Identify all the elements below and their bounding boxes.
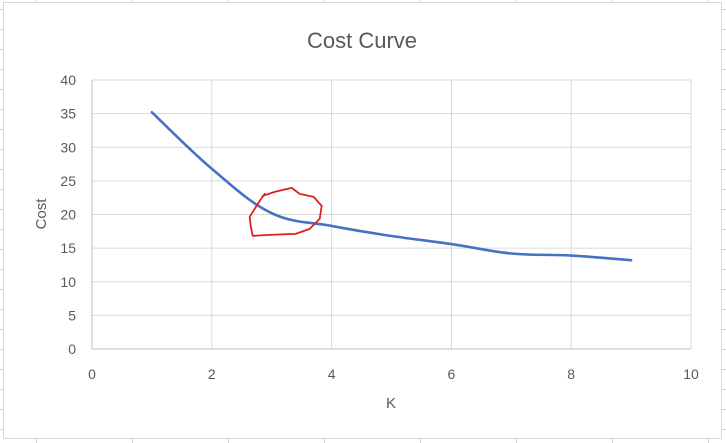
series-line (150, 110, 633, 262)
x-tick-label: 0 (88, 366, 96, 382)
x-tick-label: 10 (683, 366, 699, 382)
chart-area[interactable] (3, 2, 722, 439)
series-layer (150, 110, 633, 262)
annotation-circle (248, 186, 323, 237)
axes (91, 80, 691, 350)
chart-title: Cost Curve (307, 28, 417, 53)
y-tick-label: 25 (60, 173, 76, 189)
x-tick-label: 8 (567, 366, 575, 382)
y-tick-label: 30 (60, 139, 76, 155)
y-tick-label: 15 (60, 240, 76, 256)
y-axis-title: Cost (33, 198, 50, 230)
x-tick-label: 2 (208, 366, 216, 382)
y-tick-label: 0 (68, 341, 76, 357)
x-axis-title: K (386, 395, 396, 412)
y-tick-label: 10 (60, 274, 76, 290)
annotation-layer (248, 186, 323, 237)
y-tick-label: 40 (60, 72, 76, 88)
x-tick-label: 4 (328, 366, 336, 382)
y-tick-label: 5 (68, 307, 76, 323)
y-tick-label: 20 (60, 207, 76, 223)
y-tick-label: 35 (60, 106, 76, 122)
gridlines (92, 79, 692, 349)
labels: Cost Curve K Cost 0 5 10 15 20 25 30 35 40 0 2 4 6 8 1… (33, 28, 699, 412)
x-tick-label: 6 (448, 366, 456, 382)
